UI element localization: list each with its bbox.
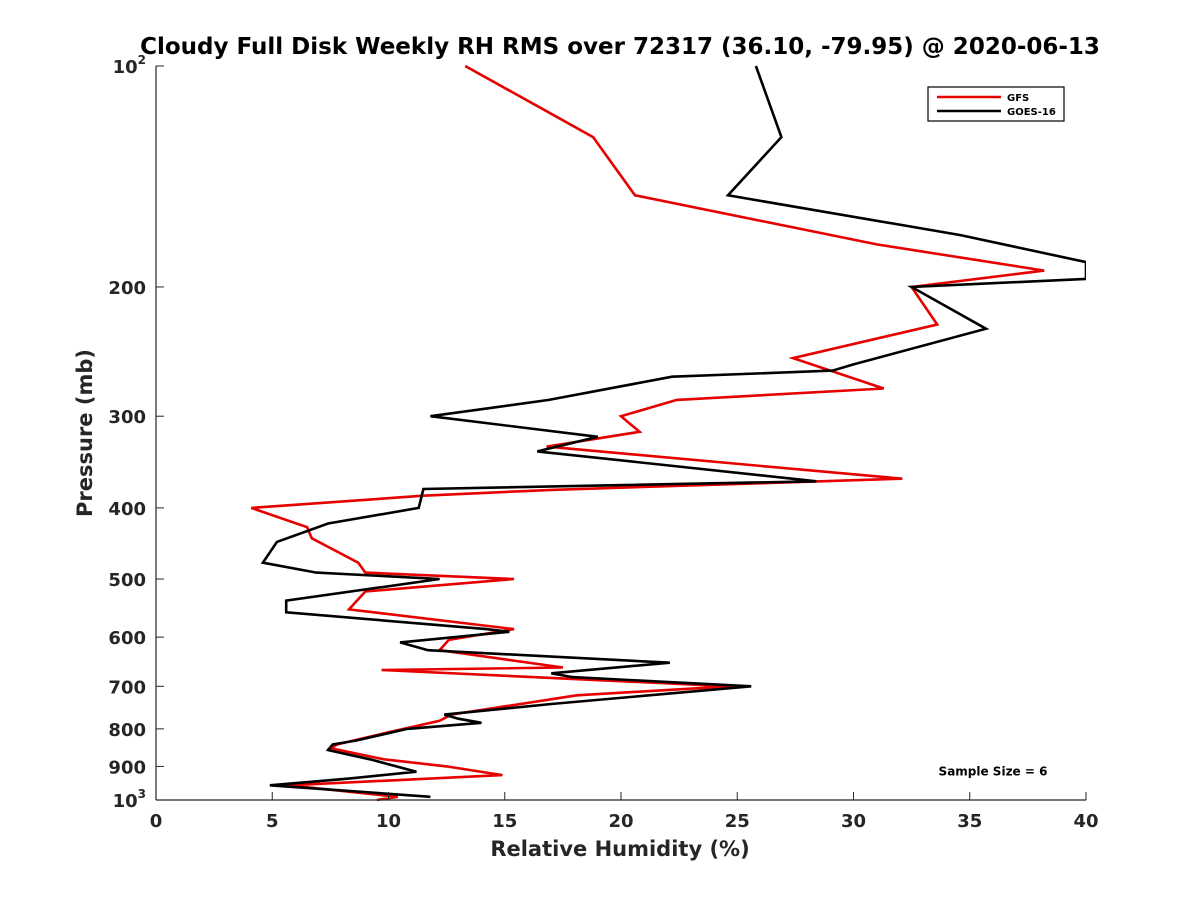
series-layer	[250, 64, 1086, 802]
legend-box	[927, 86, 1065, 122]
y-tick-label: 102	[113, 53, 146, 78]
legend-label: GFS	[1007, 93, 1029, 104]
y-axis-ticks: 102 200 300 400 500 600 700 800 900 103	[108, 53, 164, 812]
x-tick-label: 10	[376, 811, 401, 832]
y-tick-label: 500	[108, 570, 146, 591]
legend-label: GOES-16	[1007, 107, 1056, 118]
sample-size-annotation: Sample Size = 6	[939, 765, 1048, 779]
x-tick-label: 40	[1073, 811, 1098, 832]
y-tick-label: 800	[108, 720, 146, 741]
chart-title: Cloudy Full Disk Weekly RH RMS over 7231…	[140, 34, 1100, 60]
x-tick-label: 25	[725, 811, 750, 832]
y-tick-label: 103	[113, 787, 146, 812]
x-tick-label: 5	[266, 811, 279, 832]
y-axis-label: Pressure (mb)	[73, 349, 97, 517]
x-axis-ticks: 0 5 10 15 20 25 30 35 40	[150, 792, 1099, 832]
x-tick-label: 20	[608, 811, 633, 832]
y-tick-label: 300	[108, 407, 146, 428]
y-tick-label: 700	[108, 677, 146, 698]
x-tick-label: 35	[957, 811, 982, 832]
y-tick-label: 900	[108, 757, 146, 778]
x-axis-label: Relative Humidity (%)	[490, 837, 749, 861]
x-tick-label: 15	[492, 811, 517, 832]
x-tick-label: 30	[841, 811, 866, 832]
y-tick-label: 200	[108, 278, 146, 299]
annotations-layer: Sample Size = 6	[939, 765, 1048, 779]
y-tick-label: 400	[108, 499, 146, 520]
x-tick-label: 0	[150, 811, 163, 832]
chart-legend: GFS GOES-16	[927, 86, 1065, 122]
series-line-goes-16	[260, 65, 1086, 799]
y-tick-label: 600	[108, 628, 146, 649]
